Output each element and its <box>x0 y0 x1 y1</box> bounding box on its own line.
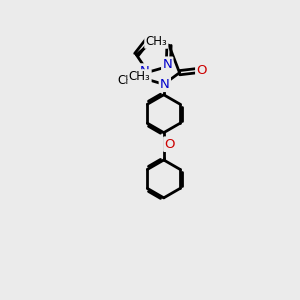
Text: O: O <box>196 64 207 77</box>
Text: N: N <box>162 58 172 71</box>
Text: N: N <box>160 78 170 91</box>
Text: O: O <box>164 138 175 151</box>
Text: CH₃: CH₃ <box>129 70 151 83</box>
Text: CH₃: CH₃ <box>117 74 139 87</box>
Text: CH₃: CH₃ <box>146 34 167 48</box>
Text: N: N <box>140 64 150 78</box>
